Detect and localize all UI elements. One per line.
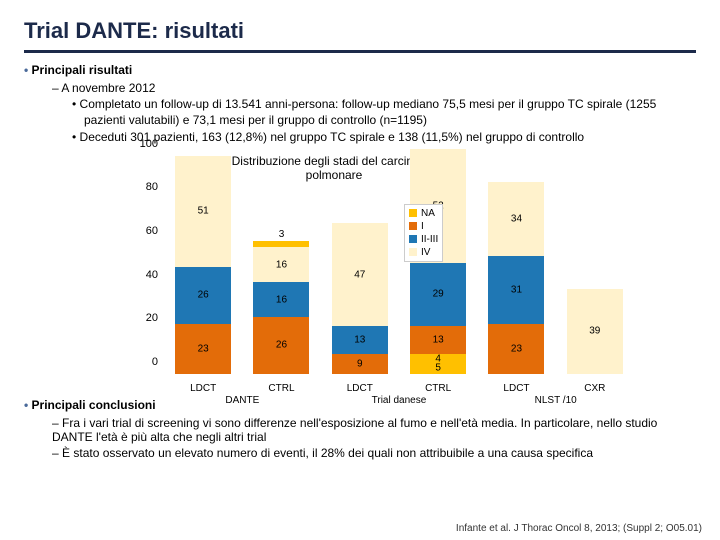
bar-segment: 31 (488, 256, 544, 324)
segment-value: 23 (175, 343, 231, 354)
bar-column: 23 26 51 (175, 156, 231, 374)
segment-value: 13 (410, 335, 466, 346)
legend: NAIII-IIIIV (404, 204, 443, 262)
legend-label: IV (421, 246, 430, 259)
bar-segment: 5 (410, 363, 466, 374)
bar-segment: 23 (175, 324, 231, 374)
segment-value: 23 (488, 343, 544, 354)
segment-value: 16 (253, 294, 309, 305)
bar-segment: 51 (175, 156, 231, 267)
bar-column: 9 13 47 (332, 223, 388, 373)
bar-segment: 26 (253, 317, 309, 374)
bar-segment: 13 (332, 326, 388, 354)
legend-swatch (409, 222, 417, 230)
segment-value: 34 (488, 214, 544, 225)
legend-swatch (409, 209, 417, 217)
concl1: Fra i vari trial di screening vi sono di… (52, 416, 696, 444)
legend-swatch (409, 235, 417, 243)
stacked-bar-chart: Distribuzione degli stadi del carcinoma … (124, 154, 644, 394)
segment-value: 26 (253, 340, 309, 351)
segment-value: 26 (175, 290, 231, 301)
legend-item: NA (409, 207, 438, 220)
segment-value: 39 (567, 326, 623, 337)
segment-value: 31 (488, 284, 544, 295)
y-tick: 100 (134, 138, 158, 150)
x-tick-label: LDCT (175, 383, 231, 394)
bar-segment: 13 (410, 326, 466, 354)
sub1b: Deceduti 301 pazienti, 163 (12,8%) nel g… (72, 130, 696, 146)
segment-value: 47 (332, 269, 388, 280)
legend-swatch (409, 248, 417, 256)
bar-segment: 29 (410, 263, 466, 326)
bar-segment: 16 (253, 247, 309, 282)
x-tick-label: CTRL (253, 383, 309, 394)
bar-segment: 3 (253, 241, 309, 248)
concl2: È stato osservato un elevato numero di e… (52, 446, 696, 460)
bar-segment: 9 (332, 354, 388, 374)
sub1: A novembre 2012 (52, 81, 696, 95)
bar-column: 23 31 34 (488, 182, 544, 374)
segment-value: 4 (410, 353, 466, 364)
sub1a: Completato un follow-up di 13.541 anni-p… (72, 97, 696, 128)
segment-value: 9 (332, 358, 388, 369)
x-tick-label: CTRL (410, 383, 466, 394)
bar-column: 26 16 16 3 (253, 241, 309, 374)
x-tick-label: LDCT (488, 383, 544, 394)
bar-segment: 4 (410, 354, 466, 363)
segment-value: 3 (253, 229, 309, 240)
bar-segment: 47 (332, 223, 388, 325)
bar-segment: 39 (567, 289, 623, 374)
y-tick: 40 (134, 269, 158, 281)
segment-value: 29 (410, 289, 466, 300)
bar-segment: 23 (488, 324, 544, 374)
citation: Infante et al. J Thorac Oncol 8, 2013; (… (456, 523, 702, 534)
bar-segment: 34 (488, 182, 544, 256)
y-tick: 20 (134, 312, 158, 324)
x-tick-label: LDCT (332, 383, 388, 394)
section1-heading: Principali risultati (24, 63, 696, 77)
legend-label: I (421, 220, 424, 233)
legend-label: II-III (421, 233, 438, 246)
slide-title: Trial DANTE: risultati (24, 18, 696, 53)
x-tick-label: CXR (567, 383, 623, 394)
segment-value: 16 (253, 259, 309, 270)
y-tick: 60 (134, 225, 158, 237)
group-label: NLST /10 (477, 395, 634, 406)
segment-value: 51 (175, 206, 231, 217)
legend-item: IV (409, 246, 438, 259)
y-tick: 80 (134, 181, 158, 193)
y-tick: 0 (134, 356, 158, 368)
bar-segment: 26 (175, 267, 231, 324)
segment-value: 5 (410, 363, 466, 374)
bar-column: 39 (567, 289, 623, 374)
legend-item: II-III (409, 233, 438, 246)
group-label: DANTE (164, 395, 321, 406)
bar-segment: 16 (253, 282, 309, 317)
legend-item: I (409, 220, 438, 233)
legend-label: NA (421, 207, 435, 220)
group-label: Trial danese (321, 395, 478, 406)
segment-value: 13 (332, 335, 388, 346)
